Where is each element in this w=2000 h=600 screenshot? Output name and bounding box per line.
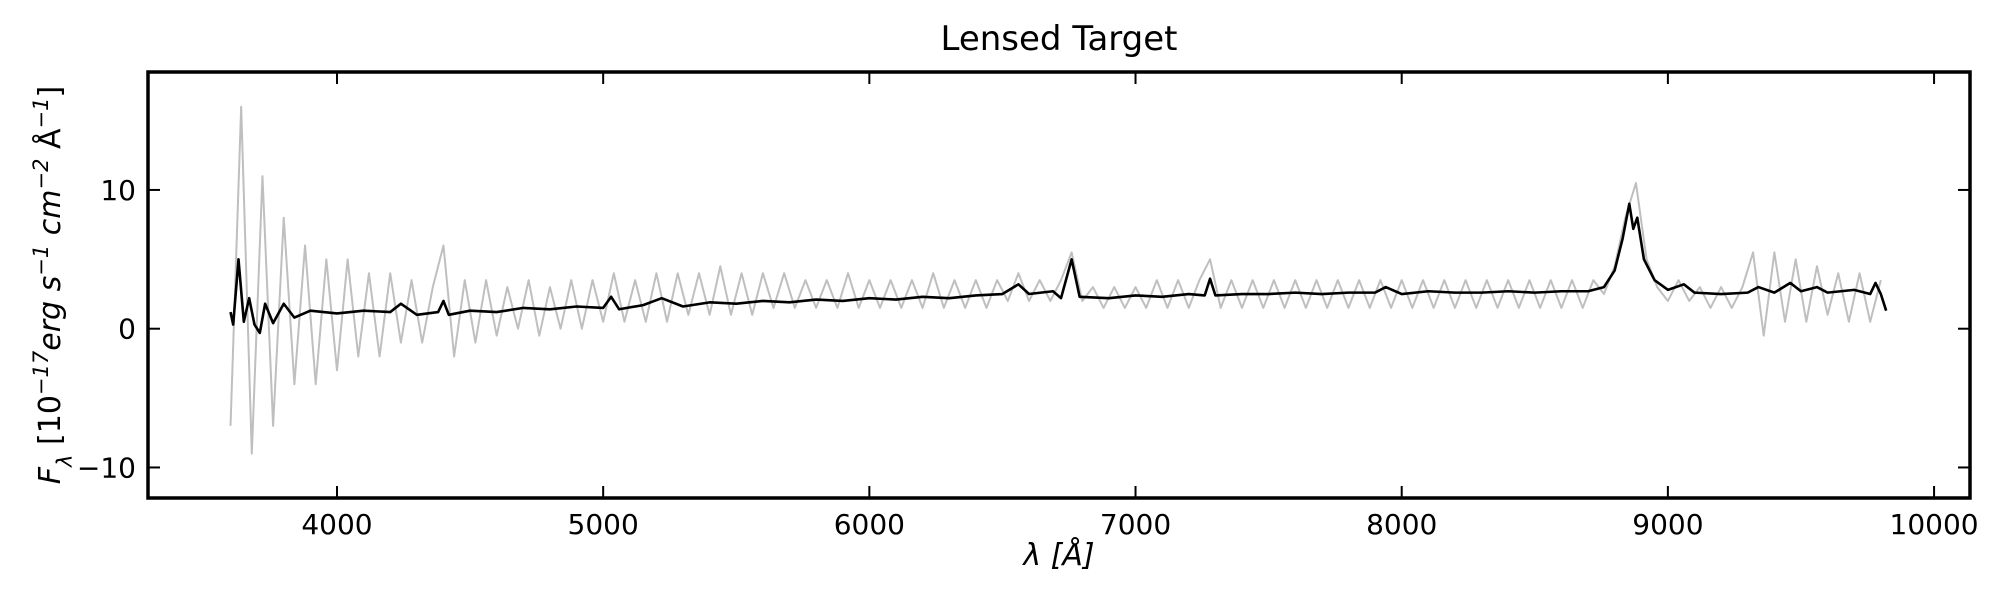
x-tick-label: 10000 <box>1890 508 1979 541</box>
y-label-part: −2 <box>29 159 53 190</box>
y-label-part: erg s <box>33 276 68 351</box>
x-tick-label: 7000 <box>1100 508 1171 541</box>
x-tick-label: 8000 <box>1366 508 1437 541</box>
x-tick-label: 6000 <box>834 508 905 541</box>
y-tick-label: 0 <box>118 313 136 346</box>
y-label-part: −1 <box>29 245 53 276</box>
spectrum-line <box>229 202 1888 335</box>
x-axis-label: λ [Å] <box>1021 537 1094 573</box>
y-label-part: λ <box>53 455 77 468</box>
y-axis-label: Fλ [10−17erg s−1 cm−2 Å−1] <box>29 86 77 484</box>
y-label-part: Å <box>32 128 68 159</box>
y-label-part: ] <box>33 86 68 98</box>
y-label-part: −17 <box>29 350 53 395</box>
y-label-part: [10 <box>33 395 68 454</box>
plot-frame <box>146 70 1972 500</box>
y-tick-label: −10 <box>77 451 136 484</box>
x-tick-label: 5000 <box>568 508 639 541</box>
plot-area <box>229 105 1888 455</box>
spectrum-line <box>229 105 1882 455</box>
y-label-part: −1 <box>29 98 53 129</box>
x-tick-label: 9000 <box>1632 508 1703 541</box>
y-tick-label: 10 <box>100 174 136 207</box>
y-label-part: F <box>33 466 68 484</box>
y-label-part: cm <box>33 190 68 245</box>
x-tick-label: 4000 <box>301 508 372 541</box>
chart-title: Lensed Target <box>940 19 1177 59</box>
